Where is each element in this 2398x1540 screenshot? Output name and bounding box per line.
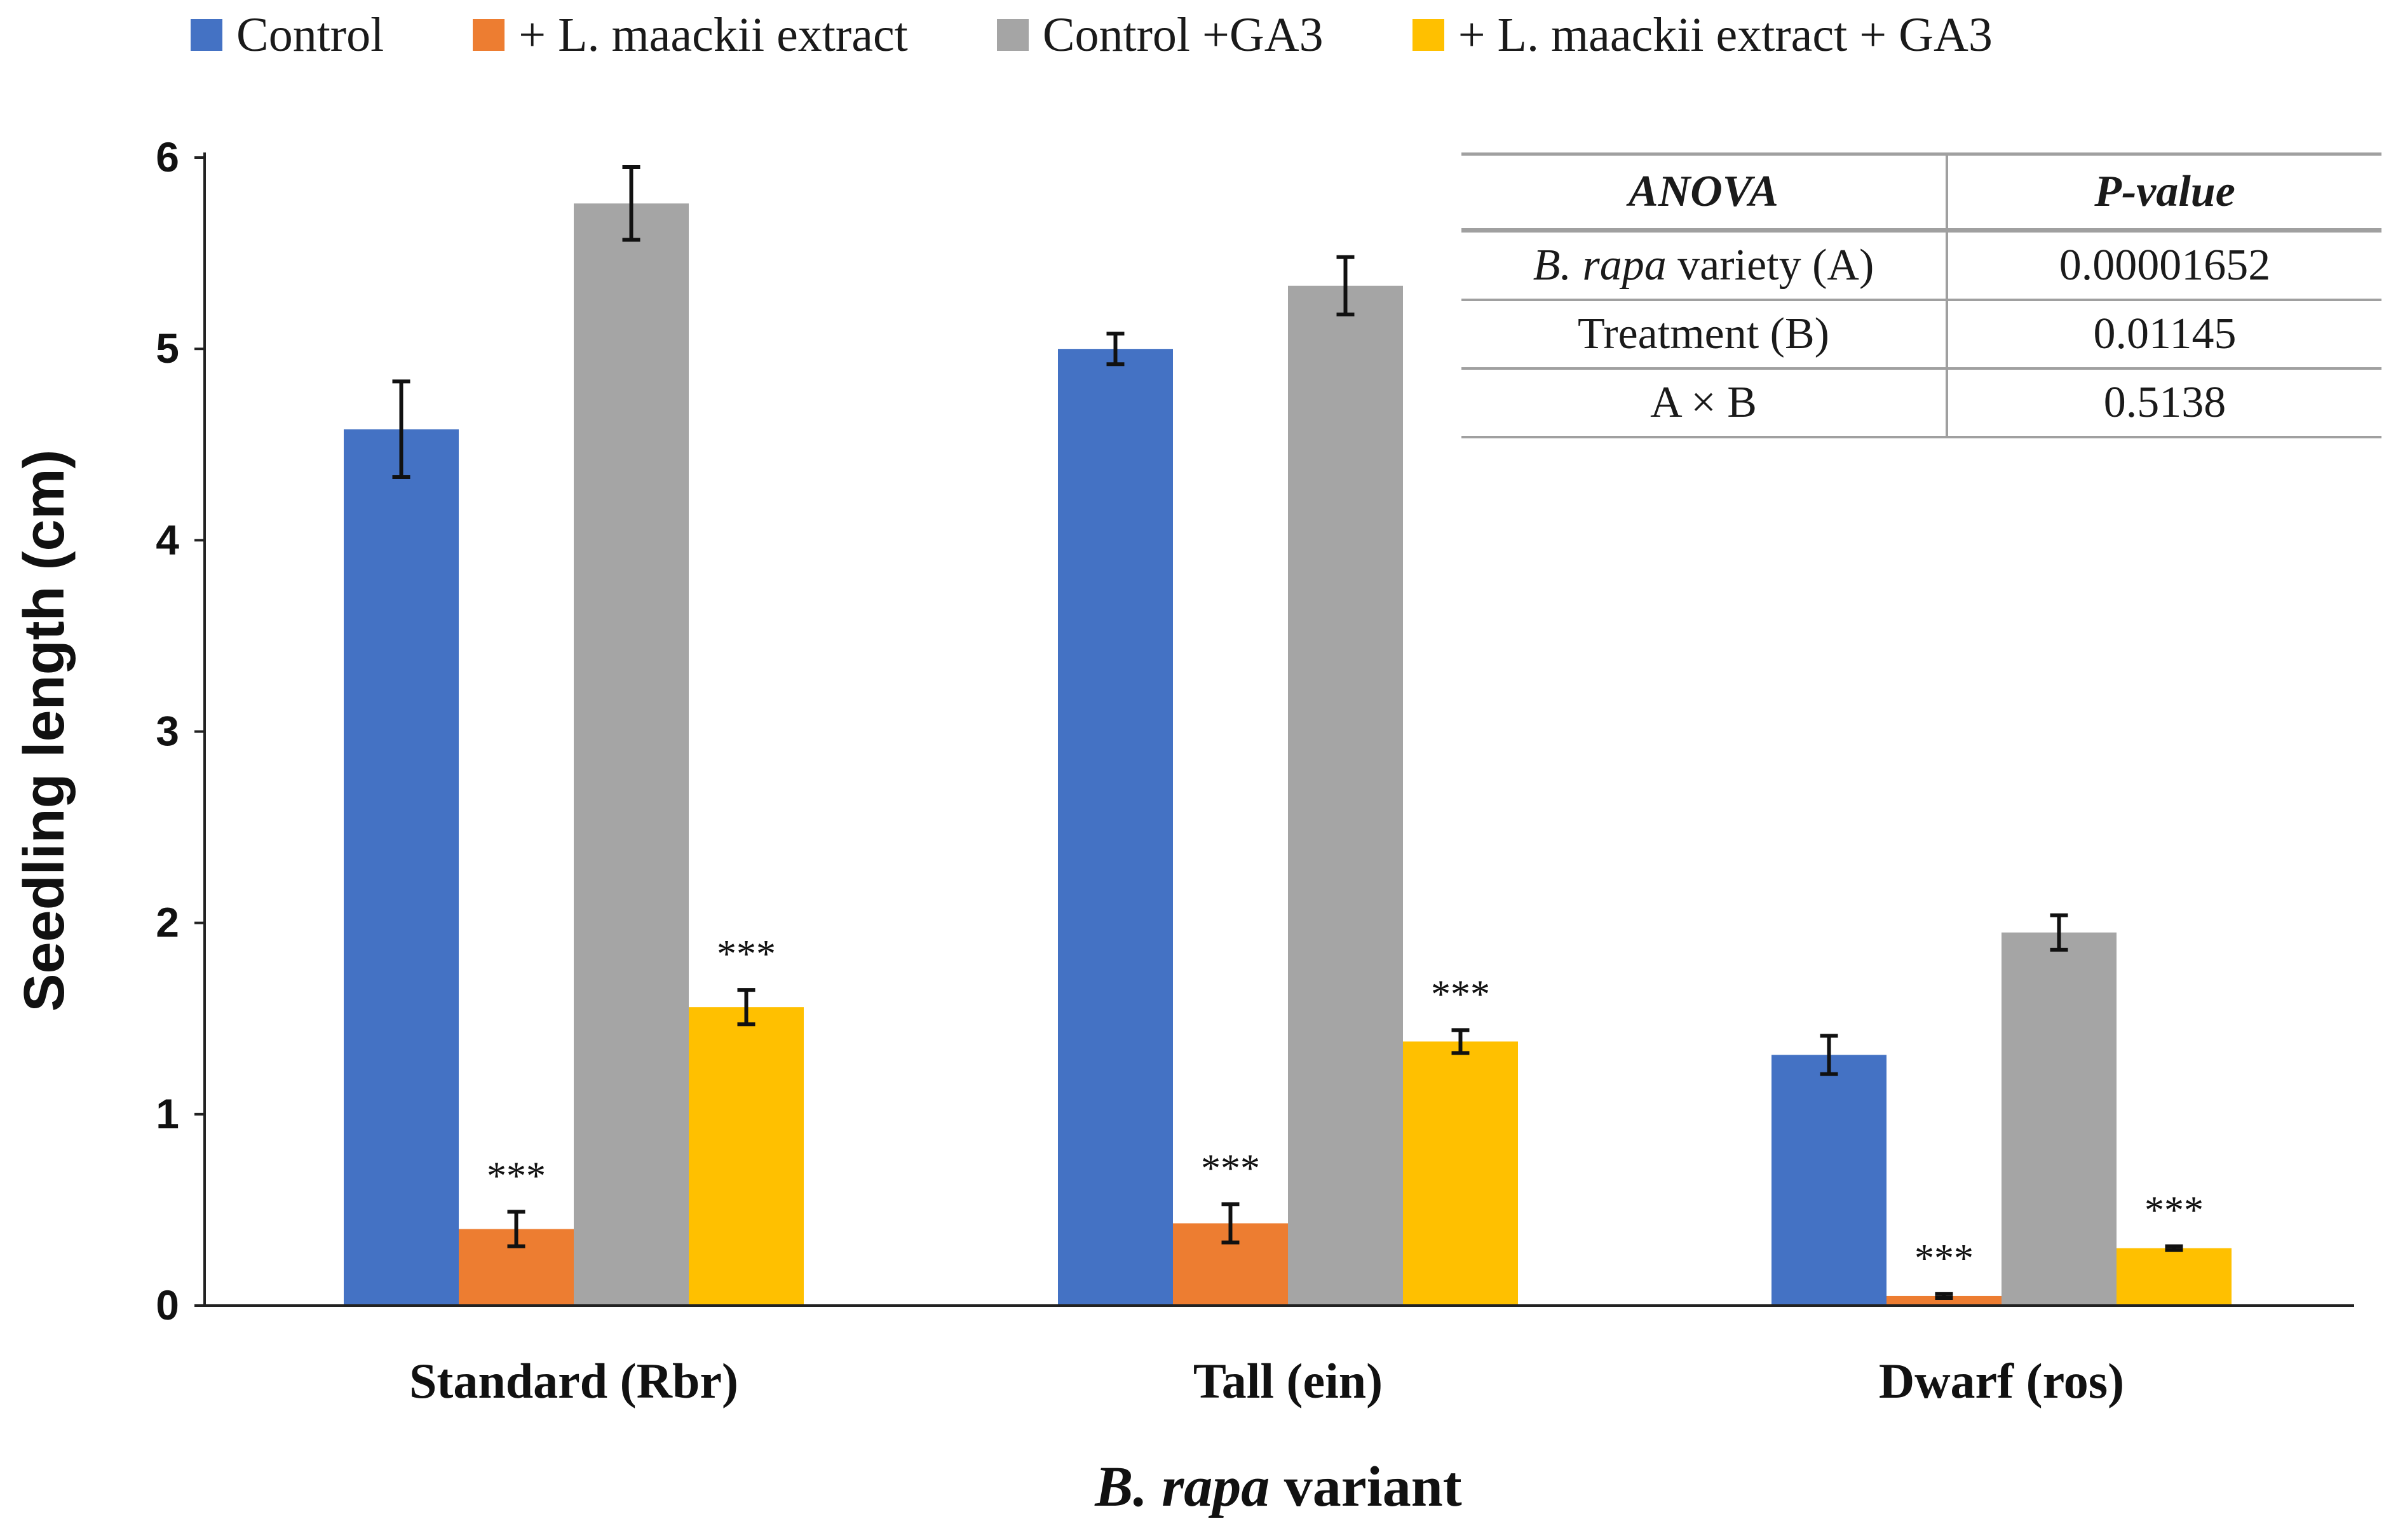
anova-factor-treatment: Treatment (B) (1461, 300, 1948, 370)
y-tick-label: 5 (156, 325, 179, 372)
x-tick-label-standard-rbr: Standard (Rbr) (409, 1353, 738, 1408)
legend-item-extract-ga3: + L. maackii extract + GA3 (1412, 8, 1993, 63)
legend-item-extract: + L. maackii extract (473, 8, 908, 63)
bar-l-maackii-extract-ga3-1 (689, 1007, 804, 1306)
legend-swatch-extract (473, 19, 505, 51)
significance-label: *** (1201, 1147, 1260, 1190)
legend-label-extract: + L. maackii extract (518, 8, 908, 62)
y-tick-label: 2 (156, 899, 179, 946)
significance-label: *** (1914, 1237, 1974, 1280)
anova-pvalue-treatment: 0.01145 (1947, 300, 2381, 370)
anova-factor-variety-rest: variety (A) (1677, 241, 1874, 290)
bar-control-1 (344, 429, 459, 1306)
legend-item-control-ga3: Control +GA3 (996, 8, 1324, 63)
anova-factor-interaction: A × B (1461, 368, 1948, 438)
y-axis-title: Seedling length (cm) (13, 449, 76, 1011)
significance-label: *** (717, 933, 776, 976)
legend-swatch-extract-ga3 (1412, 19, 1444, 51)
y-tick-label: 6 (156, 133, 179, 180)
y-tick-label: 0 (156, 1281, 179, 1328)
anova-factor-variety-italic: B. rapa (1533, 241, 1667, 290)
bar-l-maackii-extract-ga3-3 (2117, 1248, 2232, 1306)
y-tick-label: 3 (156, 708, 179, 755)
bar-control-ga3-3 (2002, 932, 2117, 1306)
anova-table: ANOVA P-value B. rapa variety (A) 0.0000… (1461, 152, 2381, 438)
significance-label: *** (2144, 1189, 2204, 1233)
bar-control-ga3-2 (1288, 285, 1403, 1306)
x-axis-title-italic: B. rapa (1094, 1456, 1270, 1518)
bar-control-2 (1058, 349, 1173, 1306)
anova-header-row: ANOVA P-value (1461, 152, 2381, 233)
x-tick-label-dwarf-ros: Dwarf (ros) (1879, 1353, 2124, 1408)
bar-l-maackii-extract-ga3-2 (1403, 1041, 1518, 1306)
anova-pvalue-interaction: 0.5138 (1947, 368, 2381, 438)
bar-l-maackii-extract-3 (1887, 1295, 2002, 1306)
anova-header-factor: ANOVA (1461, 152, 1948, 233)
chart-legend: Control + L. maackii extract Control +GA… (191, 6, 1993, 64)
x-axis-title-rest: variant (1270, 1456, 1462, 1518)
anova-factor-variety: B. rapa variety (A) (1461, 230, 1948, 301)
anova-row-interaction: A × B 0.5138 (1461, 368, 2381, 438)
significance-label: *** (487, 1154, 546, 1198)
x-axis-title: B. rapa variant (1094, 1456, 1462, 1518)
legend-label-control-ga3: Control +GA3 (1042, 8, 1324, 62)
x-tick-label-tall-ein: Tall (ein) (1193, 1353, 1383, 1408)
anova-pvalue-variety: 0.00001652 (1947, 230, 2381, 301)
anova-row-treatment: Treatment (B) 0.01145 (1461, 300, 2381, 370)
legend-swatch-control-ga3 (996, 19, 1029, 51)
legend-label-control: Control (236, 8, 384, 62)
legend-label-extract-ga3: + L. maackii extract + GA3 (1458, 8, 1993, 62)
anova-header-pvalue: P-value (1947, 152, 2381, 233)
anova-row-variety: B. rapa variety (A) 0.00001652 (1461, 230, 2381, 301)
y-tick-label: 4 (156, 516, 179, 563)
legend-swatch-control (191, 19, 222, 51)
legend-item-control: Control (191, 8, 384, 63)
bar-control-3 (1771, 1055, 1887, 1306)
bar-control-ga3-1 (574, 203, 689, 1306)
significance-label: *** (1431, 973, 1490, 1016)
y-tick-label: 1 (156, 1090, 179, 1137)
